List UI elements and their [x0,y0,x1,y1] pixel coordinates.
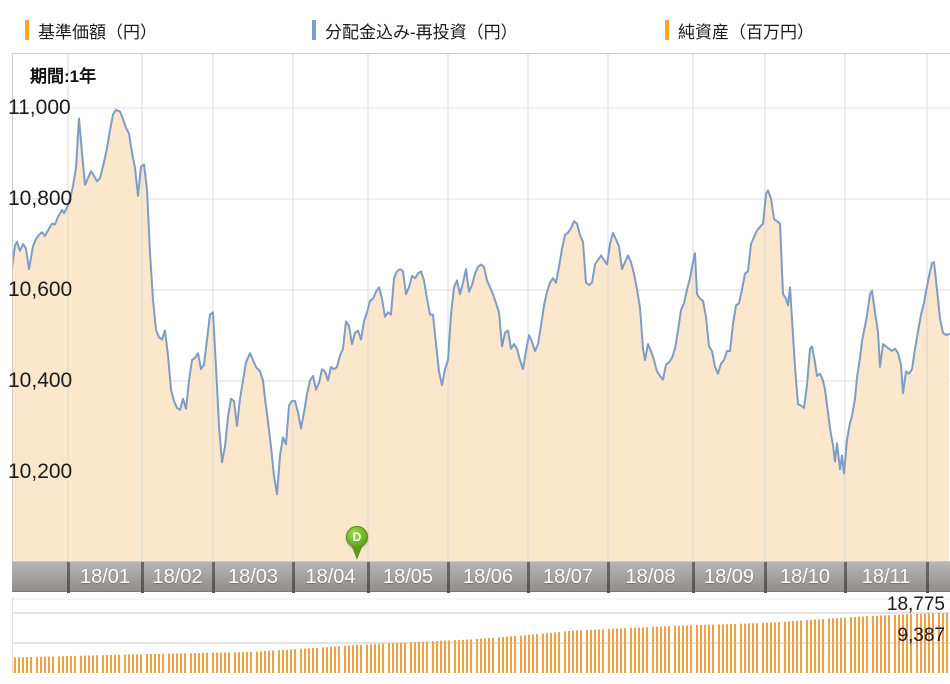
distribution-marker-letter: D [352,530,362,544]
month-label: 18/08 [625,566,676,588]
month-label: 18/10 [779,566,831,588]
y-axis-tick-label: 10,800 [8,187,73,210]
month-separator [67,562,70,593]
legend-item-net-assets: 純資産（百万円） [665,18,814,42]
legend-label-nav: 基準価額（円） [38,22,157,42]
legend-label-reinvested: 分配金込み-再投資（円） [325,22,518,42]
nav-legend-swatch-icon [25,20,29,40]
month-label: 18/11 [861,566,911,588]
y-axis-tick-label: 11,000 [8,96,71,119]
month-label: 18/05 [382,566,434,588]
reinvested-legend-swatch-icon [312,20,316,40]
nav-price-area-chart [12,53,950,561]
distribution-marker-pin[interactable]: D [346,526,368,548]
period-label: 期間:1年 [30,67,97,86]
month-separator [692,562,695,593]
month-separator [367,562,370,593]
legend-item-reinvested: 分配金込み-再投資（円） [312,18,518,42]
month-separator [447,562,450,593]
net-assets-max-label: 18,775 [886,594,945,615]
month-label: 18/03 [227,566,279,588]
y-axis-tick-label: 10,200 [8,460,73,483]
month-separator [764,562,767,593]
month-separator [212,562,215,593]
month-separator [926,562,929,593]
y-axis-tick-label: 10,600 [8,278,73,301]
month-label: 18/04 [305,566,356,588]
net-assets-bar-chart [12,598,950,673]
month-separator [527,562,530,593]
net-assets-legend-swatch-icon [665,20,669,40]
month-label: 18/01 [79,566,131,588]
y-axis-tick-label: 10,400 [8,369,73,392]
net-assets-mid-label: 9,387 [897,625,945,646]
month-label: 18/06 [462,566,514,588]
distribution-marker-pin-tail [352,547,362,560]
legend-label-net-assets: 純資産（百万円） [678,22,814,42]
x-axis-month-strip: 18/01 18/02 18/03 18/04 18/05 18/06 18/07 18/08… [12,561,950,593]
month-separator [292,562,295,593]
legend-item-nav: 基準価額（円） [25,18,157,42]
month-separator [844,562,847,593]
month-label: 18/09 [703,566,755,588]
month-separator [141,562,144,593]
month-label: 18/07 [542,566,594,588]
month-separator [607,562,610,593]
month-label: 18/02 [152,566,203,588]
